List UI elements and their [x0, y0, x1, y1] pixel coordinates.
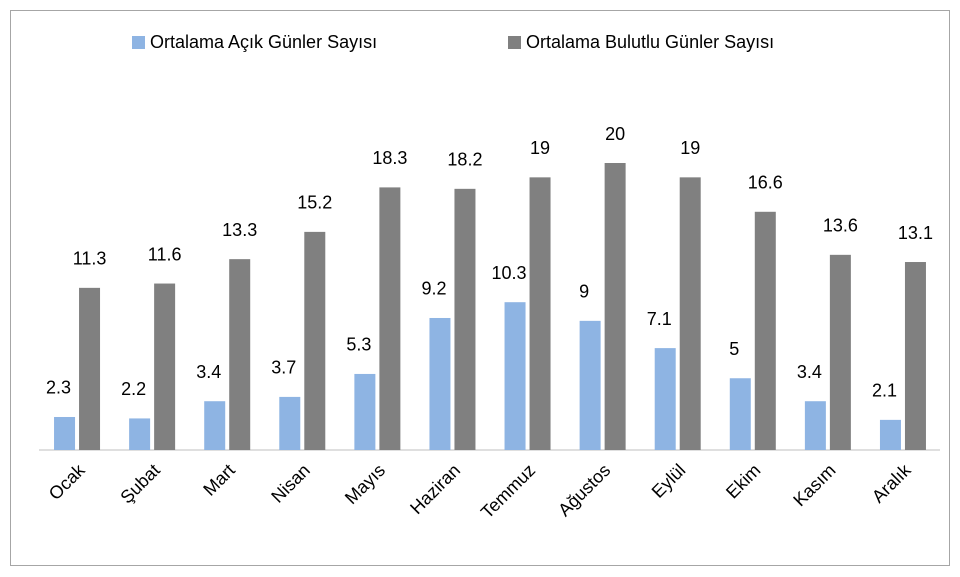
- bar: [679, 177, 701, 450]
- data-label: 2.1: [872, 381, 897, 401]
- data-label: 13.3: [222, 220, 257, 240]
- data-label: 19: [680, 138, 700, 158]
- data-label: 16.6: [748, 173, 783, 193]
- bar: [579, 320, 601, 450]
- data-label: 20: [605, 124, 625, 144]
- bar: [454, 188, 476, 450]
- data-label: 3.4: [196, 362, 221, 382]
- data-label: 15.2: [297, 193, 332, 213]
- data-label: 13.6: [823, 216, 858, 236]
- bar: [729, 378, 751, 450]
- legend-label: Ortalama Bulutlu Günler Sayısı: [526, 32, 774, 52]
- data-label: 3.4: [797, 362, 822, 382]
- bar: [204, 401, 226, 450]
- data-label: 18.2: [447, 150, 482, 170]
- bar: [154, 283, 176, 450]
- bar: [354, 373, 376, 450]
- data-label: 5: [729, 339, 739, 359]
- bar: [754, 211, 776, 450]
- bar: [54, 416, 76, 450]
- bar: [529, 177, 551, 450]
- data-label: 2.2: [121, 379, 146, 399]
- data-label: 3.7: [271, 358, 296, 378]
- bar: [79, 287, 101, 450]
- bar: [829, 254, 851, 450]
- data-label: 11.6: [148, 244, 182, 264]
- bar: [429, 317, 451, 450]
- data-label: 10.3: [492, 263, 527, 283]
- legend-swatch: [508, 36, 521, 49]
- bar: [129, 418, 151, 450]
- bar: [879, 419, 901, 450]
- data-label: 9: [579, 282, 589, 302]
- bar: [504, 302, 526, 450]
- legend-swatch: [132, 36, 145, 49]
- bar: [904, 262, 926, 450]
- data-label: 7.1: [647, 309, 672, 329]
- data-label: 5.3: [346, 335, 371, 355]
- bar: [604, 163, 626, 450]
- data-label: 13.1: [898, 223, 933, 243]
- data-label: 18.3: [372, 148, 407, 168]
- bar: [304, 231, 326, 450]
- data-label: 9.2: [421, 279, 446, 299]
- legend-label: Ortalama Açık Günler Sayısı: [150, 32, 377, 52]
- bar: [229, 259, 251, 450]
- bar: [804, 401, 826, 450]
- data-label: 19: [530, 138, 550, 158]
- data-label: 11.3: [73, 249, 107, 269]
- bar: [654, 348, 676, 450]
- bar: [379, 187, 401, 450]
- bar: [279, 396, 301, 450]
- data-label: 2.3: [46, 378, 71, 398]
